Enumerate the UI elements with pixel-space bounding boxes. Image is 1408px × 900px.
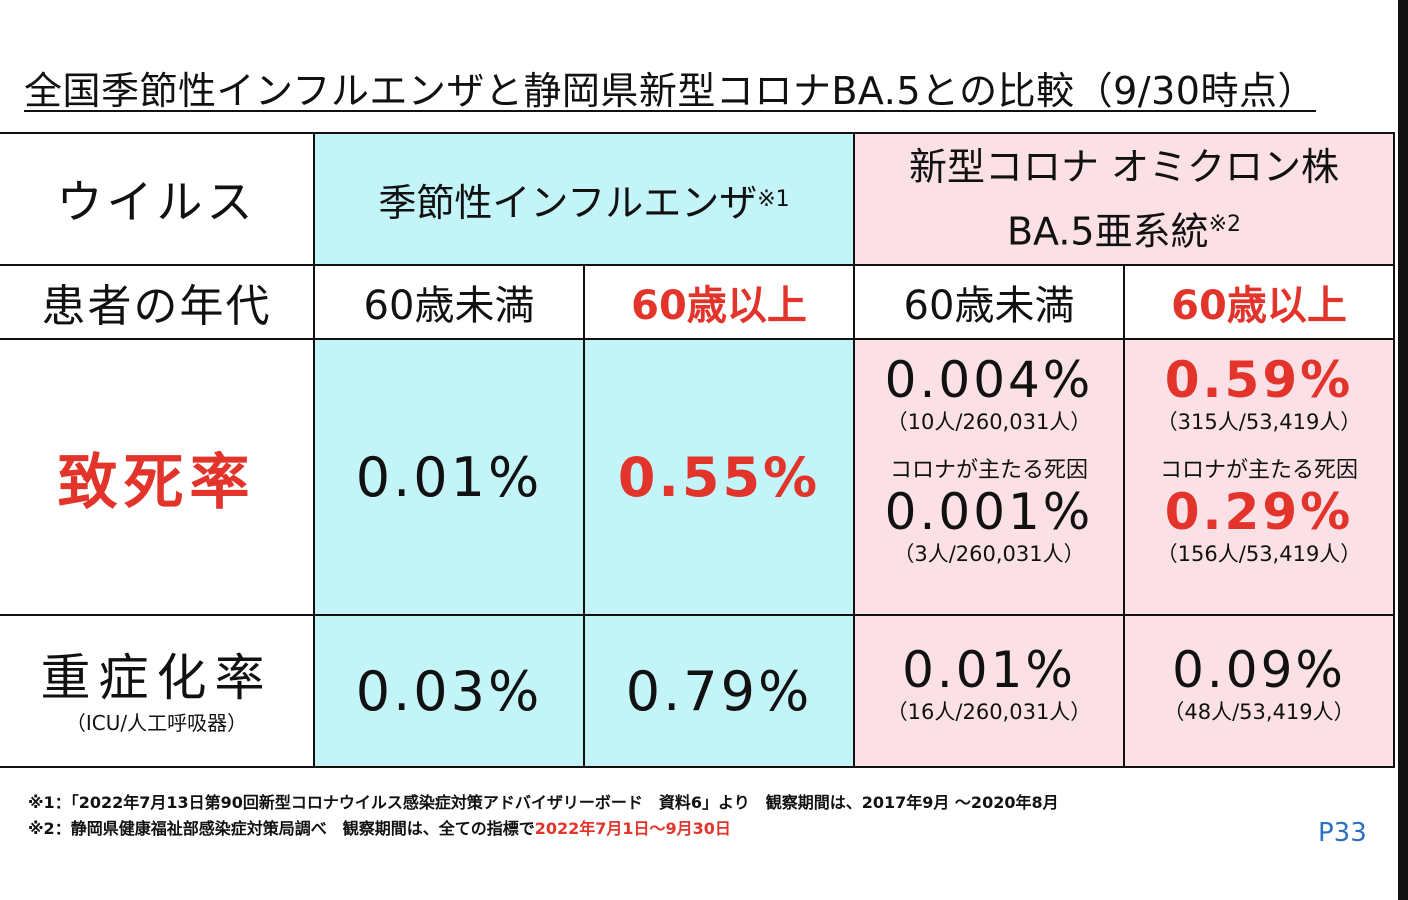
footnote-2: ※2：静岡県健康福祉部感染症対策局調べ 観察期間は、全ての指標で2022年7月1…	[28, 819, 731, 838]
slide-title: 全国季節性インフルエンザと静岡県新型コロナBA.5との比較（9/30時点）	[24, 69, 1316, 113]
footnote-2-period: 2022年7月1日～9月30日	[534, 819, 731, 838]
flu-under60-header: 60歳未満	[315, 266, 585, 340]
flu-footnote-marker: ※1	[757, 186, 790, 212]
cause-detail: （156人/53,419人）	[1156, 542, 1362, 566]
severe-detail: （48人/53,419人）	[1163, 700, 1355, 724]
covid-under60-header: 60歳未満	[855, 266, 1125, 340]
right-edge-strip	[1398, 0, 1408, 900]
fatality-label: 致死率	[0, 340, 315, 616]
covid-under60-fatality: 0.004% （10人/260,031人） コロナが主たる死因 0.001% （…	[855, 340, 1125, 616]
severe-label-sub: （ICU/人工呼吸器）	[65, 711, 248, 735]
flu-under60-fatality: 0.01%	[315, 340, 585, 616]
flu-over60-fatality: 0.55%	[585, 340, 855, 616]
virus-label: ウイルス	[0, 134, 315, 266]
fatality-value: 0.59%	[1164, 351, 1354, 409]
cause-detail: （3人/260,031人）	[893, 542, 1085, 566]
severe-value: 0.09%	[1172, 641, 1346, 699]
covid-over60-header: 60歳以上	[1125, 266, 1395, 340]
covid-header: 新型コロナ オミクロン株 BA.5亜系統※2	[855, 134, 1395, 266]
comparison-table: ウイルス 季節性インフルエンザ ※1 新型コロナ オミクロン株 BA.5亜系統※2…	[0, 132, 1395, 768]
flu-over60-severe: 0.79%	[585, 616, 855, 766]
severe-label-main: 重症化率	[40, 649, 273, 707]
covid-header-line2: BA.5亜系統※2	[1006, 209, 1242, 254]
severe-detail: （16人/260,031人）	[886, 700, 1092, 724]
age-row-label: 患者の年代	[0, 266, 315, 340]
covid-footnote-marker: ※2	[1208, 211, 1242, 237]
severe-label: 重症化率 （ICU/人工呼吸器）	[0, 616, 315, 766]
covid-under60-severe: 0.01% （16人/260,031人）	[855, 616, 1125, 766]
covid-header-line1: 新型コロナ オミクロン株	[908, 144, 1340, 189]
fatality-detail: （315人/53,419人）	[1156, 410, 1362, 434]
cause-value: 0.001%	[884, 483, 1094, 541]
footnote-1: ※1：「2022年7月13日第90回新型コロナウイルス感染症対策アドバイザリーボ…	[28, 793, 1059, 812]
cause-label: コロナが主たる死因	[1159, 458, 1358, 483]
covid-over60-severe: 0.09% （48人/53,419人）	[1125, 616, 1395, 766]
footnotes: ※1：「2022年7月13日第90回新型コロナウイルス感染症対策アドバイザリーボ…	[28, 790, 1059, 842]
cause-value: 0.29%	[1164, 483, 1354, 541]
flu-under60-severe: 0.03%	[315, 616, 585, 766]
flu-header-text: 季節性インフルエンザ	[378, 180, 758, 225]
page-number: P33	[1318, 818, 1367, 848]
flu-over60-header: 60歳以上	[585, 266, 855, 340]
covid-over60-fatality: 0.59% （315人/53,419人） コロナが主たる死因 0.29% （15…	[1125, 340, 1395, 616]
fatality-detail: （10人/260,031人）	[886, 410, 1092, 434]
cause-label: コロナが主たる死因	[889, 458, 1088, 483]
severe-value: 0.01%	[902, 641, 1076, 699]
fatality-value: 0.004%	[884, 351, 1094, 409]
flu-header: 季節性インフルエンザ ※1	[315, 134, 855, 266]
